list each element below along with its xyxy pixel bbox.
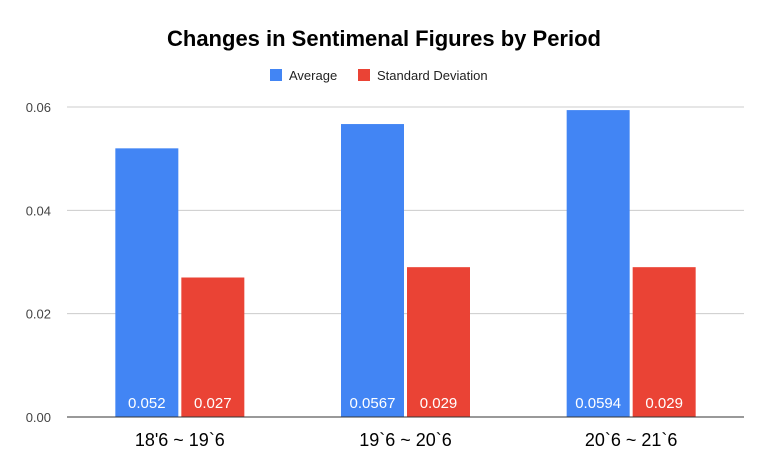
data-label: 0.052	[128, 395, 166, 412]
x-tick-label: 19`6 ~ 20`6	[359, 430, 452, 450]
y-axis-ticks: 0.00 0.02 0.04 0.06	[26, 100, 51, 425]
data-label: 0.0567	[350, 395, 396, 412]
data-label: 0.029	[645, 395, 683, 412]
x-axis-ticks: 18'6 ~ 19`6 19`6 ~ 20`6 20`6 ~ 21`6	[135, 430, 678, 450]
bars	[115, 110, 696, 418]
x-tick-label: 18'6 ~ 19`6	[135, 430, 225, 450]
bar-standard-deviation	[632, 267, 696, 417]
x-tick-label: 20`6 ~ 21`6	[585, 430, 678, 450]
gridlines	[67, 106, 744, 315]
legend: Average Standard Deviation	[270, 68, 488, 83]
bar-average	[115, 148, 179, 418]
bar-standard-deviation	[407, 267, 470, 417]
data-label: 0.029	[420, 395, 458, 412]
legend-label-average: Average	[289, 68, 337, 83]
data-label: 0.0594	[575, 395, 621, 412]
legend-swatch-average	[270, 69, 282, 81]
data-labels: 0.052 0.027 0.0567 0.029 0.0594 0.029	[128, 395, 683, 412]
legend-swatch-standard-deviation	[358, 69, 370, 81]
y-tick-label: 0.04	[26, 203, 51, 218]
legend-label-standard-deviation: Standard Deviation	[377, 68, 488, 83]
data-label: 0.027	[194, 395, 232, 412]
bar-average	[341, 124, 404, 418]
chart-title: Changes in Sentimenal Figures by Period	[167, 26, 601, 51]
bar-standard-deviation	[181, 277, 245, 417]
y-tick-label: 0.02	[26, 307, 51, 322]
y-tick-label: 0.06	[26, 100, 51, 115]
bar-average	[566, 110, 630, 417]
y-tick-label: 0.00	[26, 410, 51, 425]
